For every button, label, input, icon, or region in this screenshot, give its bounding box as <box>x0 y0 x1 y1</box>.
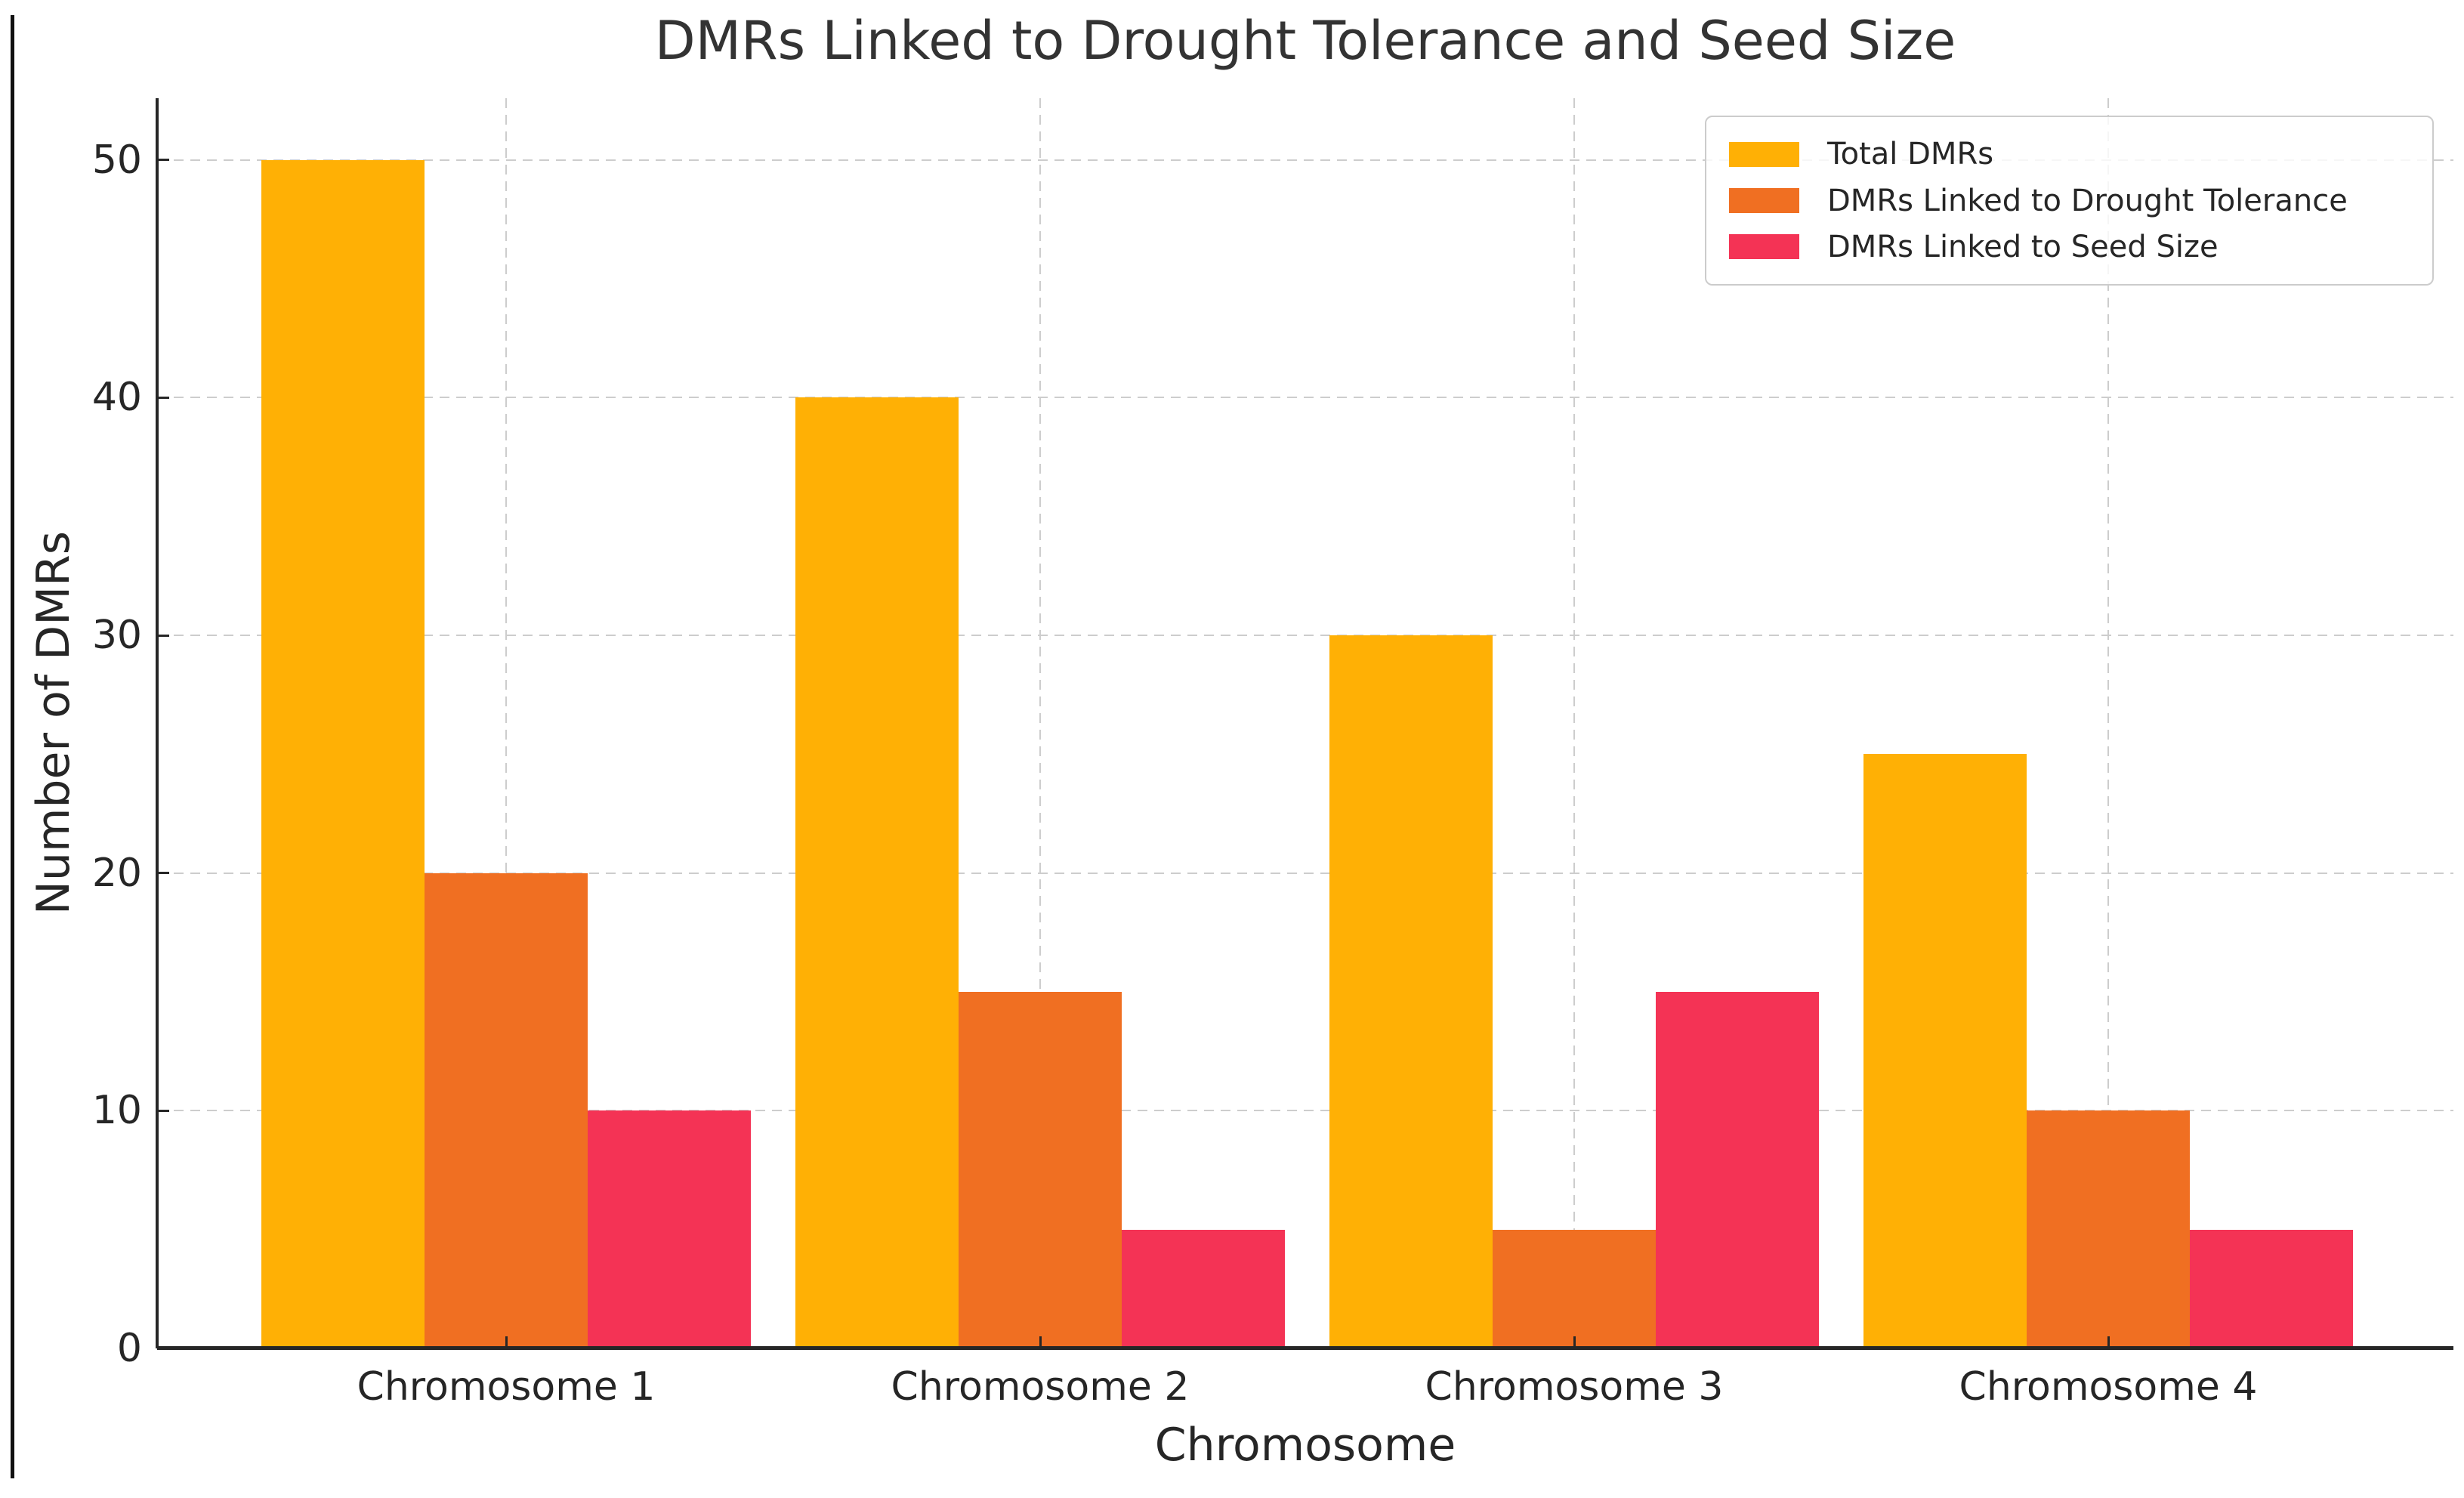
x-tick-mark-chromosome-2 <box>1039 1336 1042 1348</box>
x-tick-mark-chromosome-3 <box>1573 1336 1576 1348</box>
bar-dmrs-linked-to-drought-tolerance-chromosome-2 <box>959 992 1122 1348</box>
y-tick-label-0: 0 <box>116 1326 142 1371</box>
y-axis-label: Number of DMRs <box>27 531 80 915</box>
gridline-y-40 <box>157 397 2453 399</box>
bar-total-dmrs-chromosome-4 <box>1863 754 2027 1348</box>
x-axis-spine <box>157 1346 2453 1350</box>
bar-total-dmrs-chromosome-3 <box>1329 635 1493 1348</box>
legend-swatch-dmrs-linked-to-seed-size <box>1729 234 1799 260</box>
y-tick-label-10: 10 <box>91 1088 142 1134</box>
window-border-left <box>11 15 14 1478</box>
y-tick-label-40: 40 <box>91 375 142 421</box>
bar-dmrs-linked-to-seed-size-chromosome-1 <box>588 1110 751 1348</box>
gridline-y-30 <box>157 635 2453 637</box>
legend-box: Total DMRs DMRs Linked to Drought Toleran… <box>1705 116 2434 286</box>
legend-item-dmrs-linked-to-seed-size: DMRs Linked to Seed Size <box>1729 232 2425 262</box>
gridline-x-chromosome-1 <box>505 98 507 1348</box>
gridline-y-20 <box>157 872 2453 874</box>
bar-dmrs-linked-to-seed-size-chromosome-2 <box>1122 1229 1285 1348</box>
bar-dmrs-linked-to-seed-size-chromosome-3 <box>1656 992 1819 1348</box>
x-tick-label-chromosome-3: Chromosome 3 <box>1425 1364 1724 1410</box>
y-tick-mark-40 <box>157 396 169 399</box>
y-tick-mark-20 <box>157 872 169 875</box>
y-tick-label-20: 20 <box>91 850 142 896</box>
legend-item-total-dmrs: Total DMRs <box>1729 139 2425 169</box>
legend-label-dmrs-linked-to-drought-tolerance: DMRs Linked to Drought Tolerance <box>1827 183 2348 218</box>
gridline-x-chromosome-2 <box>1039 98 1041 1348</box>
bar-dmrs-linked-to-drought-tolerance-chromosome-4 <box>2027 1110 2190 1348</box>
x-tick-label-chromosome-1: Chromosome 1 <box>357 1364 656 1410</box>
y-tick-mark-50 <box>157 159 169 162</box>
bar-total-dmrs-chromosome-1 <box>261 159 425 1348</box>
bar-dmrs-linked-to-drought-tolerance-chromosome-1 <box>425 873 588 1348</box>
legend-label-total-dmrs: Total DMRs <box>1827 137 1994 172</box>
gridline-y-50 <box>157 159 2453 161</box>
bar-dmrs-linked-to-seed-size-chromosome-4 <box>2190 1229 2353 1348</box>
y-tick-mark-10 <box>157 1109 169 1112</box>
bar-dmrs-linked-to-drought-tolerance-chromosome-3 <box>1493 1229 1656 1348</box>
gridline-x-chromosome-4 <box>2107 98 2109 1348</box>
plot-area: 0 10 20 30 40 50 Chromosome 1 Chromosome 2 Chrom… <box>92 98 2453 1407</box>
gridline-y-10 <box>157 1110 2453 1112</box>
y-tick-label-30: 30 <box>91 613 142 659</box>
x-tick-label-chromosome-4: Chromosome 4 <box>1959 1364 2258 1410</box>
x-tick-label-chromosome-2: Chromosome 2 <box>891 1364 1190 1410</box>
legend-label-dmrs-linked-to-seed-size: DMRs Linked to Seed Size <box>1827 229 2219 264</box>
y-axis-spine <box>156 98 159 1348</box>
y-tick-mark-30 <box>157 634 169 637</box>
legend-swatch-dmrs-linked-to-drought-tolerance <box>1729 188 1799 213</box>
chart-title: DMRs Linked to Drought Tolerance and See… <box>654 10 1956 72</box>
x-tick-mark-chromosome-4 <box>2107 1336 2110 1348</box>
gridline-x-chromosome-3 <box>1573 98 1575 1348</box>
legend-swatch-total-dmrs <box>1729 141 1799 167</box>
legend-item-dmrs-linked-to-drought-tolerance: DMRs Linked to Drought Tolerance <box>1729 186 2425 216</box>
y-tick-label-50: 50 <box>91 137 142 183</box>
bar-total-dmrs-chromosome-2 <box>795 397 959 1348</box>
x-axis-label: Chromosome <box>1154 1419 1456 1472</box>
x-tick-mark-chromosome-1 <box>505 1336 508 1348</box>
